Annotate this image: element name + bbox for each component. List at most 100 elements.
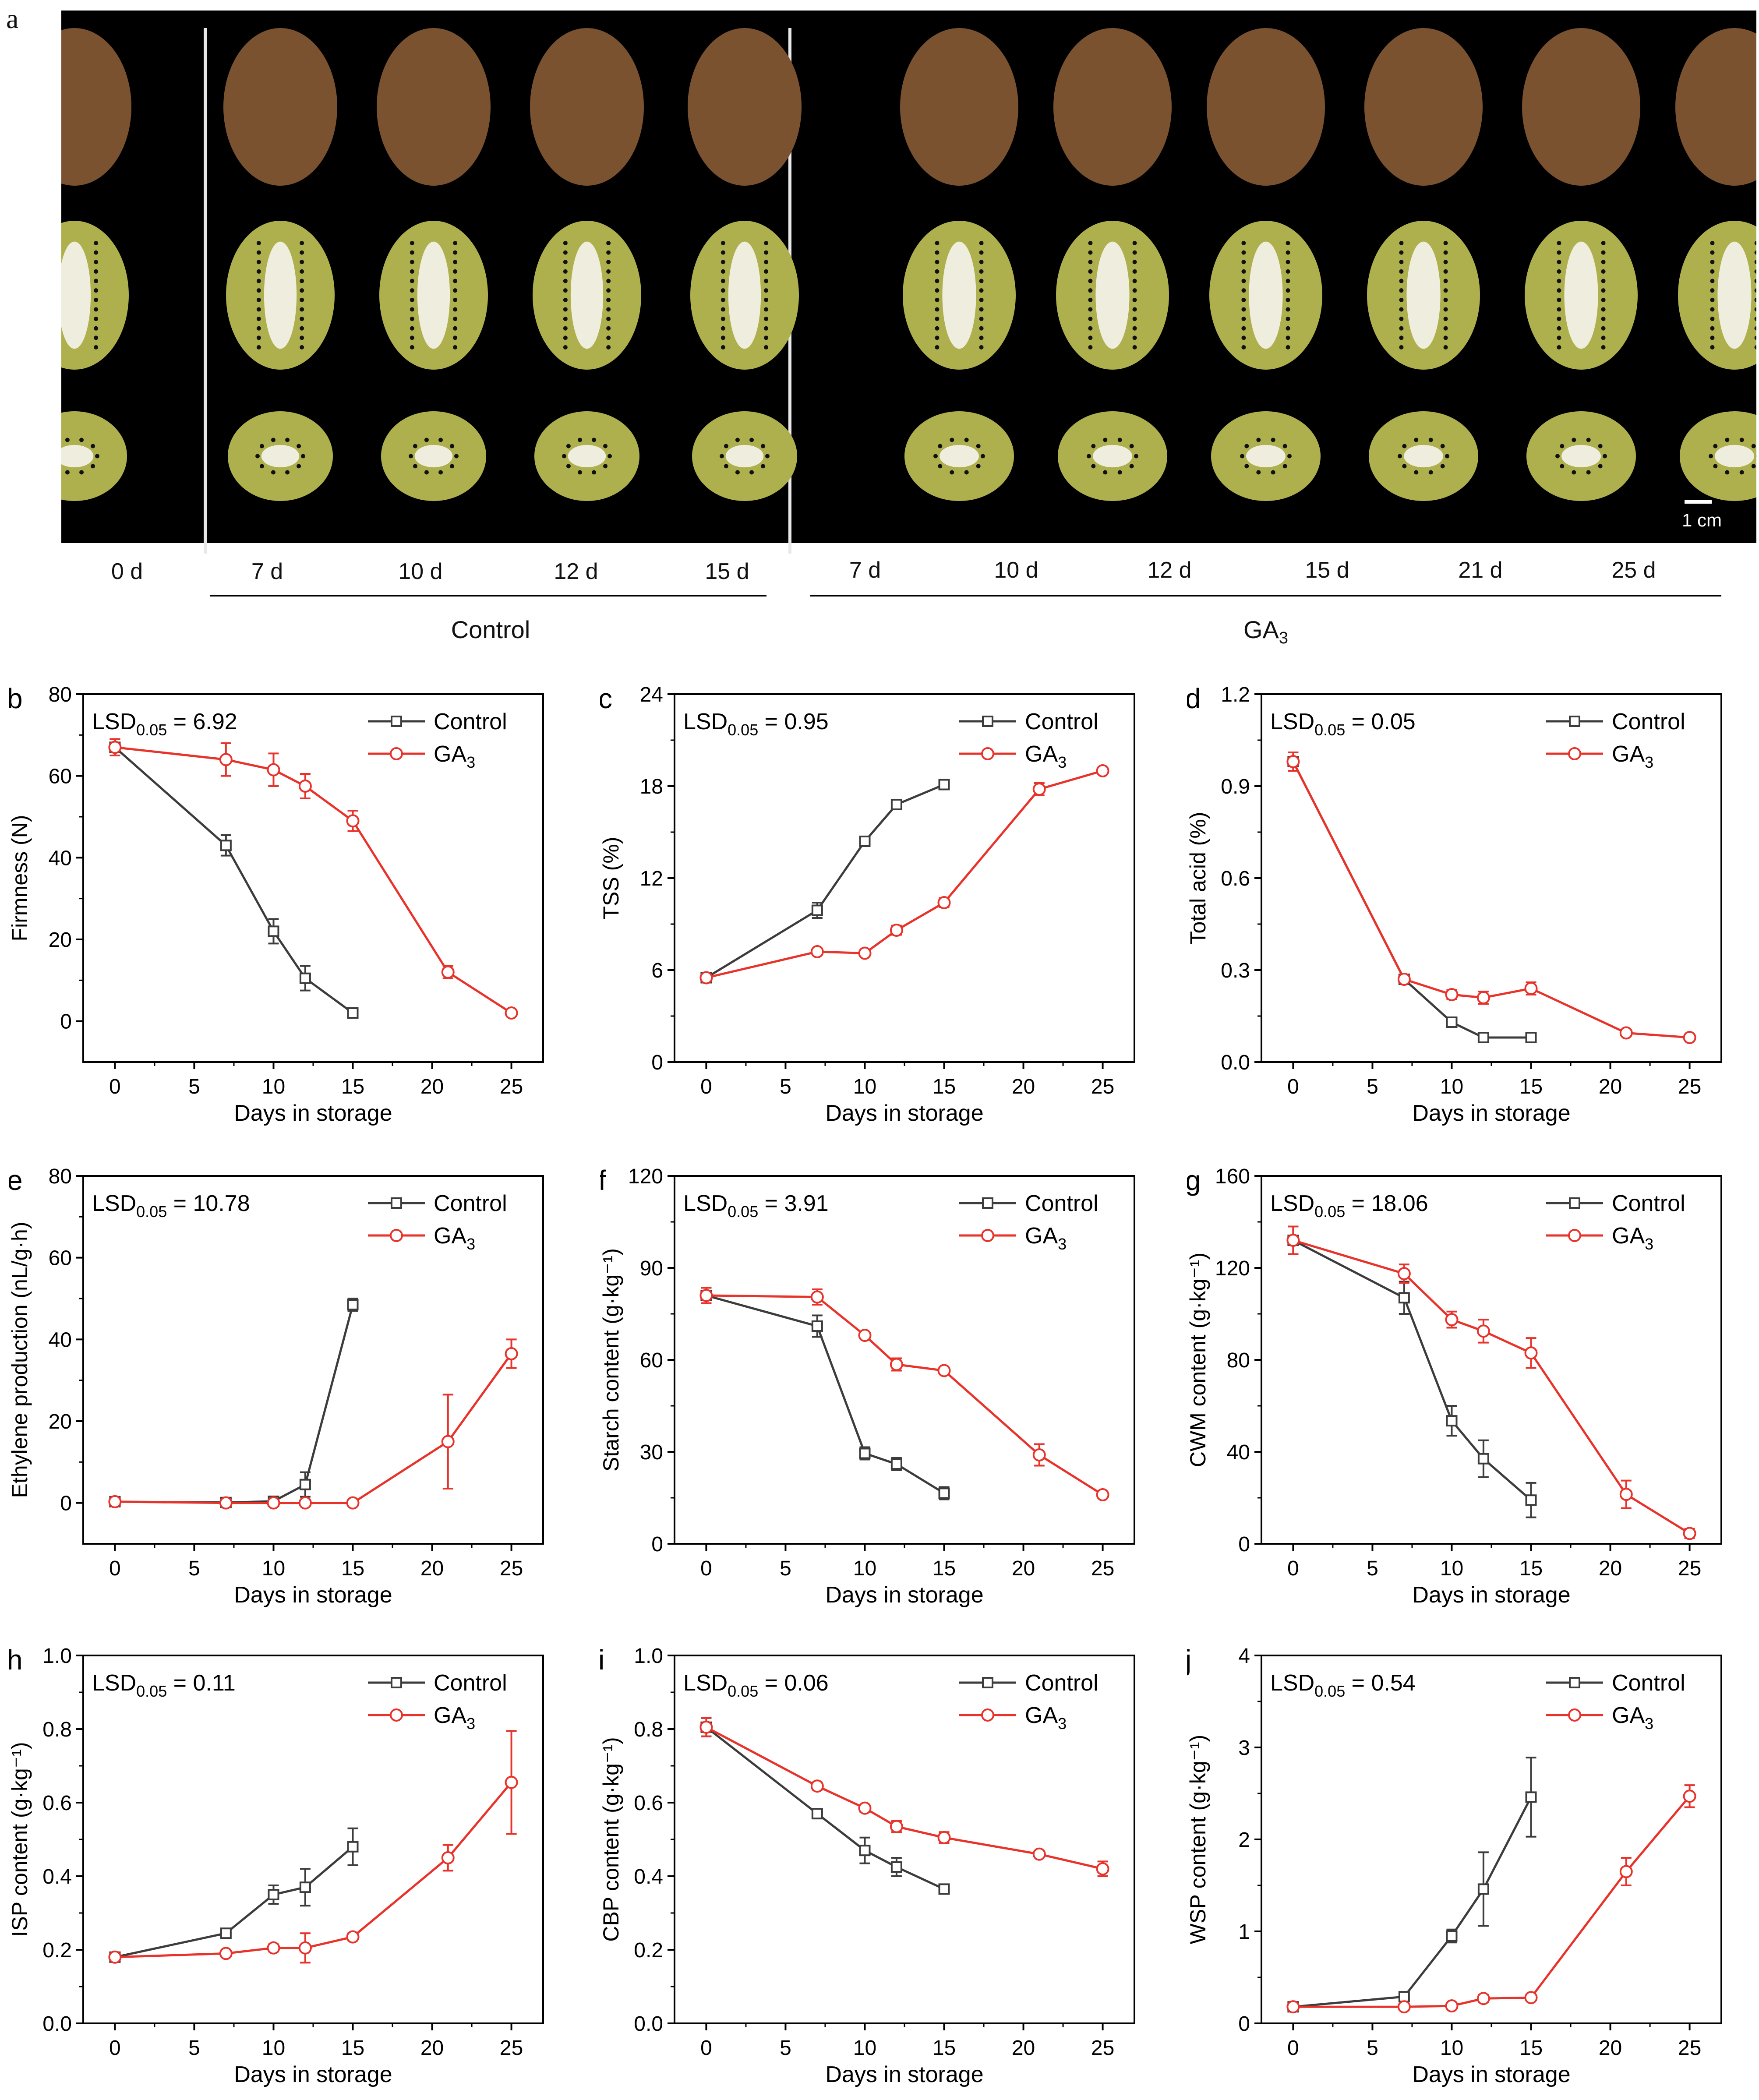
lsd-annotation: LSD0.05 = 3.91	[683, 1191, 829, 1221]
seed	[1710, 326, 1715, 331]
panel-letter-i: i	[600, 1644, 604, 1676]
data-point-control	[299, 1881, 311, 1893]
y-axis-label: Starch content (g·kg⁻¹)	[600, 1248, 623, 1472]
seed	[1088, 297, 1093, 302]
lsd-label: LSD	[1270, 1670, 1314, 1696]
lsd-label: LSD	[92, 1670, 136, 1696]
lsd-value: = 6.92	[167, 709, 237, 734]
data-point-ga3	[1286, 1234, 1300, 1247]
seed	[1557, 307, 1561, 312]
legend-label-control: Control	[434, 709, 507, 734]
seed	[1286, 288, 1290, 293]
legend-name: Control	[1025, 1670, 1098, 1696]
cross-core	[61, 445, 94, 468]
seed	[94, 279, 99, 283]
y-tick-label: 40	[49, 847, 72, 870]
chart-f: f 0 5 10 15 20 25 0 30 60 90 120 Days in storage Star…	[600, 1165, 1135, 1608]
y-axis-label: Ethylene production (nL/g·h)	[9, 1222, 32, 1498]
data-point-control	[1525, 1494, 1537, 1506]
seed	[979, 288, 984, 293]
series-line-control	[1293, 1796, 1532, 2008]
seed	[1710, 260, 1715, 265]
y-tick-label: 0	[1238, 2012, 1250, 2036]
seed	[935, 260, 940, 265]
y-axis-label: Firmness (N)	[9, 815, 32, 942]
seed	[724, 444, 728, 448]
seed	[1134, 454, 1138, 459]
lsd-subscript: 0.05	[1314, 1682, 1345, 1700]
x-axis-label: Days in storage	[825, 2062, 983, 2087]
data-point-ga3	[1476, 1992, 1490, 2005]
x-tick-label: 10	[853, 1557, 876, 1580]
data-point-control	[1398, 1292, 1410, 1304]
seed	[1241, 297, 1246, 302]
seed	[1286, 297, 1290, 302]
x-axis-label: Days in storage	[1412, 1101, 1570, 1126]
seed	[606, 317, 611, 321]
seed	[606, 260, 611, 265]
y-tick-label: 6	[651, 959, 663, 982]
legend-name: Control	[1612, 709, 1685, 734]
lsd-label: LSD	[683, 709, 728, 734]
seed	[1443, 250, 1448, 255]
legend-marker-control	[982, 1197, 993, 1209]
seed	[606, 241, 611, 245]
seed	[935, 317, 940, 321]
data-point-ga3	[108, 741, 122, 754]
data-point-ga3	[505, 1006, 518, 1020]
cross-core	[725, 445, 764, 468]
seed	[1754, 307, 1756, 312]
fruit-svg	[61, 28, 1756, 501]
data-point-control	[1477, 1453, 1489, 1465]
data-point-ga3	[1032, 1847, 1046, 1861]
seed	[453, 297, 458, 302]
seed	[606, 307, 611, 312]
legend-marker-ga3	[981, 1229, 994, 1242]
seed	[271, 438, 276, 442]
data-point-control	[1446, 1016, 1458, 1028]
day-label: 7 d	[849, 558, 881, 583]
y-tick-label: 0.3	[1221, 959, 1250, 982]
panel-a-photographs: a 1 cm 0 d 7 d 10 d 12 d 15 d 7 d 10 d 12 d 15 d…	[0, 0, 1759, 657]
legend-subscript: 3	[1645, 1715, 1653, 1733]
x-tick-label: 0	[700, 1557, 712, 1580]
seed	[1286, 250, 1290, 255]
data-point-control	[1525, 1791, 1537, 1803]
y-tick-label: 0.8	[634, 1718, 663, 1741]
legend-marker-ga3	[1568, 747, 1581, 760]
x-tick-label: 5	[1367, 1075, 1378, 1098]
data-point-ga3	[858, 1329, 872, 1342]
y-tick-label: 0.0	[42, 2012, 72, 2036]
seed	[979, 335, 984, 340]
seed	[1132, 241, 1137, 245]
x-tick-label: 25	[500, 1075, 523, 1098]
seed	[1241, 345, 1246, 349]
data-point-ga3	[1096, 1862, 1109, 1876]
seed	[603, 464, 608, 469]
seed	[1598, 464, 1603, 469]
lsd-label: LSD	[683, 1670, 728, 1696]
data-point-control	[299, 972, 311, 984]
data-point-ga3	[1397, 1267, 1411, 1281]
lsd-label: LSD	[1270, 709, 1314, 734]
seed	[410, 345, 414, 349]
data-point-ga3	[1619, 1488, 1633, 1501]
chart-i: i 0 5 10 15 20 25 0.0 0.2 0.4 0.6 0.8 1.0 Days in sto…	[600, 1644, 1135, 2087]
data-point-control	[1446, 1930, 1458, 1942]
data-point-ga3	[1445, 1999, 1459, 2013]
seed	[1443, 260, 1448, 265]
x-tick-label: 5	[780, 1075, 791, 1098]
whole-fruit	[1364, 28, 1483, 186]
series-line-control	[706, 784, 945, 979]
seed	[1713, 464, 1718, 469]
seed	[1601, 317, 1606, 321]
whole-fruit	[377, 28, 491, 186]
y-tick-label: 80	[49, 1165, 72, 1188]
seed	[1428, 438, 1433, 442]
seed	[765, 454, 770, 459]
seed	[1091, 444, 1096, 448]
legend-marker-ga3	[981, 747, 994, 760]
seed	[94, 288, 99, 293]
data-point-ga3	[1683, 1527, 1696, 1540]
data-point-ga3	[505, 1775, 518, 1789]
